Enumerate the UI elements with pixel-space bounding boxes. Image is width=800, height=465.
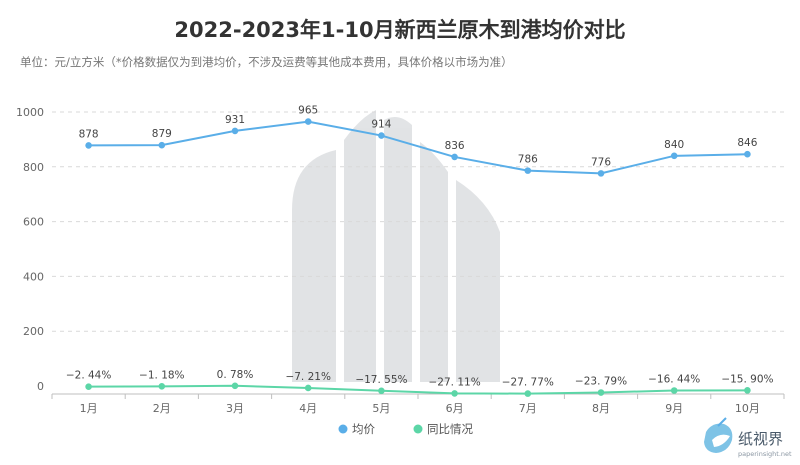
x-tick-label: 9月 bbox=[665, 402, 683, 415]
data-point[interactable] bbox=[597, 170, 605, 177]
data-label: −15. 90% bbox=[721, 373, 773, 385]
y-tick-label: 1000 bbox=[16, 106, 44, 119]
data-point[interactable] bbox=[85, 142, 92, 149]
series-line bbox=[88, 384, 748, 395]
data-label: 776 bbox=[591, 156, 611, 168]
series-1: 878 879 931 965 914 836 786 776 840 846 bbox=[79, 105, 758, 177]
data-label: 846 bbox=[737, 137, 757, 149]
x-tick-label: 10月 bbox=[735, 402, 760, 415]
background-logo-watermark bbox=[292, 110, 500, 382]
brand-name: 纸视界 bbox=[738, 430, 783, 448]
legend-marker bbox=[413, 424, 423, 434]
data-point[interactable] bbox=[744, 387, 751, 394]
data-point[interactable] bbox=[670, 152, 678, 160]
series-line bbox=[88, 120, 748, 175]
y-tick-label: 200 bbox=[23, 325, 44, 338]
data-label: −17. 55% bbox=[355, 374, 407, 386]
data-point[interactable] bbox=[451, 153, 458, 161]
data-point[interactable] bbox=[597, 389, 605, 396]
data-label: 786 bbox=[518, 154, 538, 166]
data-label: 965 bbox=[298, 105, 318, 117]
data-label: −23. 79% bbox=[575, 376, 627, 388]
data-point[interactable] bbox=[304, 118, 312, 125]
x-tick-label: 7月 bbox=[519, 402, 537, 415]
data-label: 879 bbox=[152, 128, 172, 140]
data-label: −1. 18% bbox=[139, 369, 185, 381]
x-tick-label: 6月 bbox=[446, 402, 464, 415]
data-point[interactable] bbox=[378, 387, 385, 395]
brand-url: paperinsight.net bbox=[738, 450, 792, 458]
data-label: −27. 11% bbox=[429, 376, 481, 388]
series: 878 879 931 965 914 836 786 776 840 846 −2. 44% −1.… bbox=[66, 105, 774, 397]
data-label: −16. 44% bbox=[648, 374, 700, 386]
data-label: 836 bbox=[445, 140, 465, 152]
data-point[interactable] bbox=[231, 127, 239, 135]
legend[interactable]: 均价 同比情况 bbox=[338, 422, 474, 436]
data-point[interactable] bbox=[524, 167, 532, 174]
data-label: 878 bbox=[79, 128, 99, 140]
chart-subtitle: 单位：元/立方米（*价格数据仅为到港均价，不涉及运费等其他成本费用，具体价格以市… bbox=[20, 55, 513, 69]
y-tick-label: 0 bbox=[37, 380, 44, 393]
series-2: −2. 44% −1. 18% 0. 78% −7. 21% −17. 55% −27. … bbox=[66, 369, 774, 397]
grid-lines bbox=[52, 111, 784, 332]
brand-watermark: 纸视界 paperinsight.net bbox=[704, 417, 792, 458]
y-tick-label: 400 bbox=[23, 270, 44, 283]
data-label: 914 bbox=[371, 119, 391, 131]
legend-label: 同比情况 bbox=[427, 422, 473, 436]
data-point[interactable] bbox=[304, 384, 312, 392]
data-point[interactable] bbox=[744, 150, 751, 158]
x-tick-label: 4月 bbox=[299, 402, 317, 415]
x-tick-label: 3月 bbox=[226, 402, 244, 415]
data-label: −7. 21% bbox=[285, 371, 331, 383]
legend-label: 均价 bbox=[352, 422, 375, 436]
y-tick-label: 800 bbox=[23, 161, 44, 174]
x-tick-label: 8月 bbox=[592, 402, 610, 415]
brand-logo-icon bbox=[704, 417, 733, 453]
x-tick-label: 5月 bbox=[372, 402, 390, 415]
data-label: 931 bbox=[225, 114, 245, 126]
data-point[interactable] bbox=[670, 387, 678, 394]
data-point[interactable] bbox=[158, 383, 166, 390]
data-point[interactable] bbox=[451, 390, 458, 397]
data-point[interactable] bbox=[378, 132, 385, 139]
data-label: 0. 78% bbox=[217, 369, 254, 381]
data-point[interactable] bbox=[158, 141, 166, 149]
chart-title: 2022-2023年1-10月新西兰原木到港均价对比 bbox=[174, 18, 626, 42]
x-tick-label: 2月 bbox=[153, 402, 171, 415]
axes: 0 200 400 600 800 1000 1月 2月 3月 4月 5月 6月 7月 8月 9月 10月 bbox=[16, 106, 785, 415]
x-tick-label: 1月 bbox=[80, 402, 98, 415]
data-point[interactable] bbox=[85, 383, 92, 390]
data-label: −27. 77% bbox=[502, 377, 554, 389]
data-label: 840 bbox=[664, 139, 684, 151]
data-label: −2. 44% bbox=[66, 370, 112, 382]
legend-marker bbox=[338, 424, 348, 434]
data-point[interactable] bbox=[524, 390, 532, 397]
legend-item[interactable]: 均价 bbox=[338, 422, 376, 436]
legend-item[interactable]: 同比情况 bbox=[413, 422, 474, 436]
y-tick-label: 600 bbox=[23, 216, 44, 229]
data-point[interactable] bbox=[231, 382, 239, 390]
